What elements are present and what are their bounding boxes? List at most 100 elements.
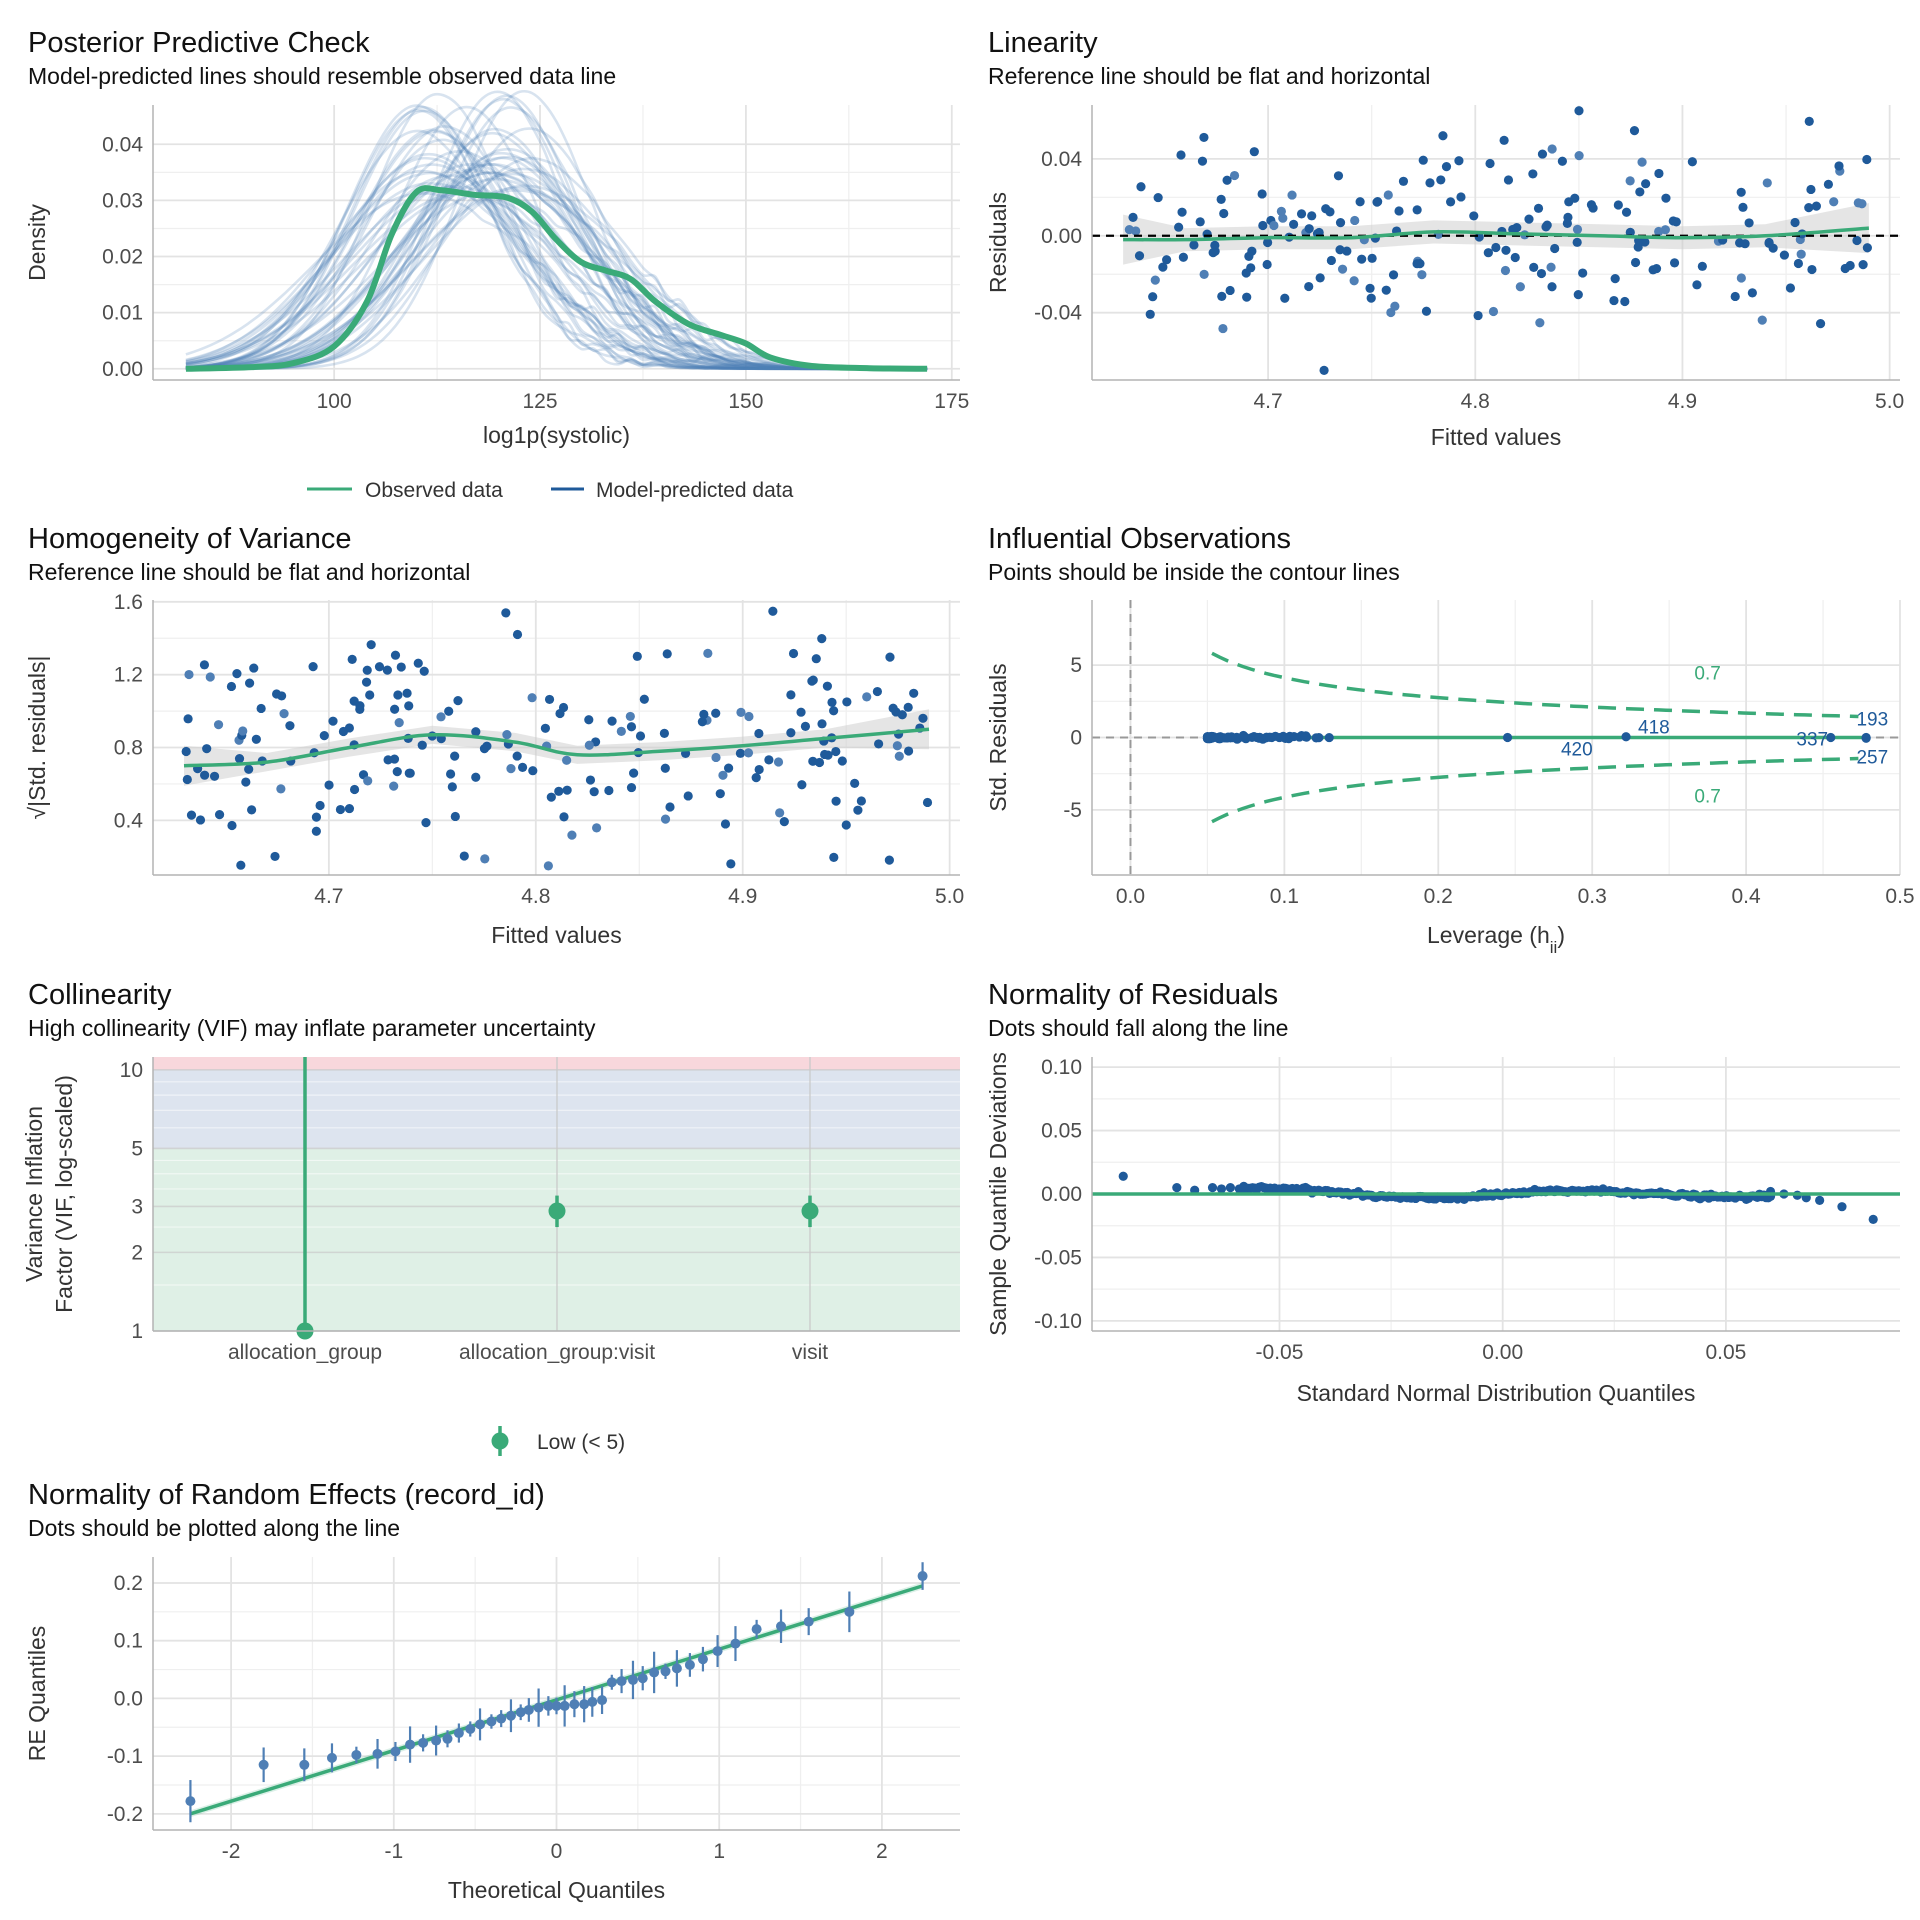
scale-location-point — [862, 692, 872, 702]
residual-point — [1246, 263, 1256, 273]
scale-location-point — [884, 855, 894, 865]
influence-x-axis-title: Leverage (hii) — [1427, 922, 1565, 957]
residual-point — [1862, 243, 1872, 253]
predicted-density-line — [185, 186, 928, 371]
predicted-density-line — [185, 163, 928, 371]
residual-point — [1483, 248, 1493, 258]
influence-point-418 — [1621, 732, 1631, 742]
influence-x-tick-label: 0.1 — [1270, 885, 1299, 908]
residual-point — [1503, 175, 1514, 185]
scale-location-point — [562, 755, 572, 765]
scale-location-point — [421, 818, 431, 828]
qq_resid-y-tick-label: -0.10 — [1034, 1310, 1082, 1333]
predicted-density-line — [185, 185, 928, 371]
predicted-density-line — [185, 138, 928, 371]
re-quantile-point — [543, 1700, 554, 1711]
residual-point — [1225, 285, 1235, 296]
scale-location-point — [236, 860, 246, 870]
residual-point — [1790, 217, 1800, 228]
residual-point — [1438, 131, 1448, 141]
qq_re-y-tick-label: 0.1 — [114, 1630, 143, 1653]
ppc-grid — [153, 105, 960, 380]
residual-quantile-point — [1118, 1171, 1128, 1181]
scale-location-point — [202, 744, 212, 754]
residual-point — [1394, 206, 1404, 216]
residual-point — [1342, 246, 1352, 256]
predicted-density-line — [185, 151, 928, 371]
re-quantile-point — [475, 1719, 486, 1730]
residual-point — [1199, 132, 1209, 143]
re-quantile-point — [453, 1728, 464, 1739]
scale-location-point — [527, 693, 537, 703]
scale-location-point — [872, 686, 882, 697]
scale-location-point — [471, 727, 481, 737]
scale-location-point — [195, 815, 206, 825]
residual-point — [1610, 274, 1620, 284]
re-quantile-point — [559, 1700, 570, 1711]
re-quantile-point — [844, 1606, 855, 1617]
scale-location-point — [822, 681, 832, 691]
residual-point — [1574, 150, 1584, 161]
predicted-density-line — [185, 97, 928, 371]
scale-location-point — [629, 768, 639, 778]
scale-location-point — [349, 784, 360, 795]
residual-point — [1668, 216, 1678, 226]
residual-point — [1325, 207, 1335, 217]
scale-location-point — [626, 782, 637, 793]
residual-point — [1796, 249, 1806, 259]
predicted-density-line — [185, 109, 928, 371]
scale-location-point — [894, 751, 904, 761]
scale-location-point — [796, 707, 806, 717]
residual-point — [1541, 222, 1551, 232]
panel-qq_resid: Normality of Residuals Dots should fall a… — [985, 979, 1900, 1406]
residual-point — [1779, 250, 1789, 260]
scale-location-point — [528, 766, 538, 776]
re-quantile-point — [671, 1663, 682, 1674]
scale-location-point — [232, 669, 242, 679]
scale-location-point — [797, 780, 807, 790]
residual-point — [1218, 323, 1228, 334]
re-quantile-point — [616, 1676, 627, 1687]
residual-point — [1350, 215, 1360, 226]
residual-point — [1578, 268, 1588, 278]
scale-location-point — [270, 851, 280, 862]
scale-location-point — [245, 678, 255, 688]
ppc-subtitle: Model-predicted lines should resemble ob… — [28, 63, 616, 89]
residual-point — [1202, 229, 1212, 239]
scale-location-point — [711, 708, 721, 718]
residual-point — [1178, 252, 1188, 262]
qq_re-x-tick-label: 0 — [551, 1840, 563, 1863]
homogeneity-title: Homogeneity of Variance — [28, 523, 351, 555]
scale-location-point — [584, 715, 594, 725]
ppc-x-axis-title: log1p(systolic) — [483, 422, 630, 448]
re-quantile-point — [569, 1699, 580, 1710]
point-label-418: 418 — [1638, 718, 1670, 739]
scale-location-point — [308, 661, 318, 672]
linearity-x-tick-label: 4.8 — [1461, 390, 1490, 413]
scale-location-point — [558, 702, 569, 713]
residual-point — [1829, 197, 1839, 207]
residual-point — [1367, 253, 1377, 263]
residual-quantile-point — [1207, 1183, 1218, 1193]
residual-point — [1625, 176, 1635, 186]
predicted-density-line — [185, 128, 928, 371]
influence-point — [1264, 732, 1275, 742]
residual-point — [1337, 264, 1348, 274]
scale-location-point — [227, 820, 237, 831]
ppc-y-tick-label: 0.01 — [102, 302, 143, 325]
loess-smooth-line — [1123, 226, 1870, 242]
scale-location-point — [213, 720, 224, 730]
re-quantile-point — [730, 1638, 741, 1649]
scale-location-point — [361, 677, 372, 687]
residual-point — [1263, 237, 1273, 248]
influence-point — [1238, 730, 1248, 741]
scale-location-point — [244, 764, 254, 774]
homogeneity-y-tick-label: 0.8 — [114, 737, 143, 760]
scale-location-point — [567, 830, 577, 840]
residual-point — [1278, 213, 1288, 223]
panel-linearity: Linearity Reference line should be flat a… — [985, 27, 1904, 450]
linearity-x-tick-label: 4.9 — [1668, 390, 1697, 413]
predicted-density-line — [185, 89, 928, 371]
homogeneity-x-tick-label: 4.8 — [521, 885, 550, 908]
re-quantile-point — [351, 1749, 362, 1760]
